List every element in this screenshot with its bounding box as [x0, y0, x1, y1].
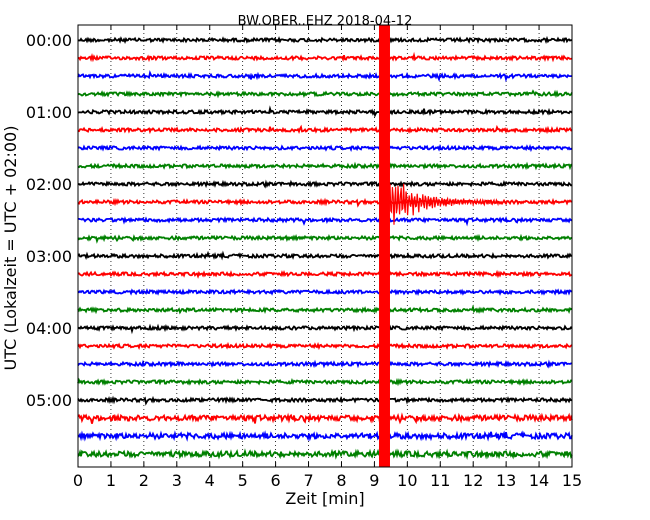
- trace-line: [77, 124, 573, 135]
- x-tick-label: 15: [562, 471, 582, 490]
- trace-line: [77, 215, 573, 227]
- trace-line: [77, 89, 573, 99]
- x-tick-label: 12: [463, 471, 483, 490]
- trace-line: [77, 430, 573, 442]
- trace-line: [77, 250, 573, 261]
- x-tick-label: 10: [397, 471, 417, 490]
- x-axis: 0 1 2 3 4 5 6 7 8 9 10 11 12 13 14 15: [73, 25, 582, 490]
- trace-line: [77, 269, 573, 279]
- trace-line: [77, 412, 573, 425]
- trace-line: [77, 197, 573, 208]
- trace-line: [77, 377, 573, 387]
- y-tick-label: 01:00: [26, 103, 72, 122]
- trace-line: [77, 288, 573, 296]
- y-tick-label: 02:00: [26, 175, 72, 194]
- trace-line: [77, 51, 573, 63]
- trace-line: [77, 323, 573, 335]
- x-axis-label: Zeit [min]: [285, 489, 364, 508]
- trace-line: [77, 304, 573, 315]
- x-tick-label: 4: [205, 471, 215, 490]
- plot-frame: [77, 24, 573, 468]
- trace-line: [77, 359, 573, 369]
- trace-line: [77, 341, 573, 351]
- x-tick-label: 2: [139, 471, 149, 490]
- trace-line: [77, 395, 573, 406]
- x-tick-label: 9: [369, 471, 379, 490]
- trace-line: [77, 233, 573, 244]
- trace-line: [77, 143, 573, 153]
- y-tick-label: 03:00: [26, 247, 72, 266]
- y-axis: 00:00 01:00 02:00 03:00 04:00 05:00: [26, 31, 83, 410]
- event-coda: [389, 183, 500, 225]
- x-tick-label: 11: [430, 471, 450, 490]
- x-tick-label: 5: [238, 471, 248, 490]
- trace-group: [77, 35, 573, 460]
- x-tick-label: 6: [271, 471, 281, 490]
- trace-line: [77, 105, 573, 118]
- y-tick-label: 05:00: [26, 391, 72, 410]
- y-tick-label: 04:00: [26, 319, 72, 338]
- x-tick-label: 14: [529, 471, 549, 490]
- grid-lines: [110, 25, 540, 467]
- event-saturated-band: [378, 25, 390, 467]
- x-tick-label: 13: [496, 471, 516, 490]
- x-tick-label: 7: [303, 471, 313, 490]
- x-tick-label: 1: [106, 471, 116, 490]
- y-tick-label: 00:00: [26, 31, 72, 50]
- y-axis-label: UTC (Lokalzeit = UTC + 02:00): [1, 126, 20, 371]
- trace-line: [77, 70, 573, 83]
- trace-line: [77, 179, 573, 189]
- event-signal: [378, 25, 500, 467]
- x-tick-label: 8: [336, 471, 346, 490]
- trace-line: [77, 35, 573, 44]
- trace-line: [77, 161, 573, 171]
- x-tick-label: 3: [172, 471, 182, 490]
- x-tick-label: 0: [73, 471, 83, 490]
- trace-line: [77, 448, 573, 460]
